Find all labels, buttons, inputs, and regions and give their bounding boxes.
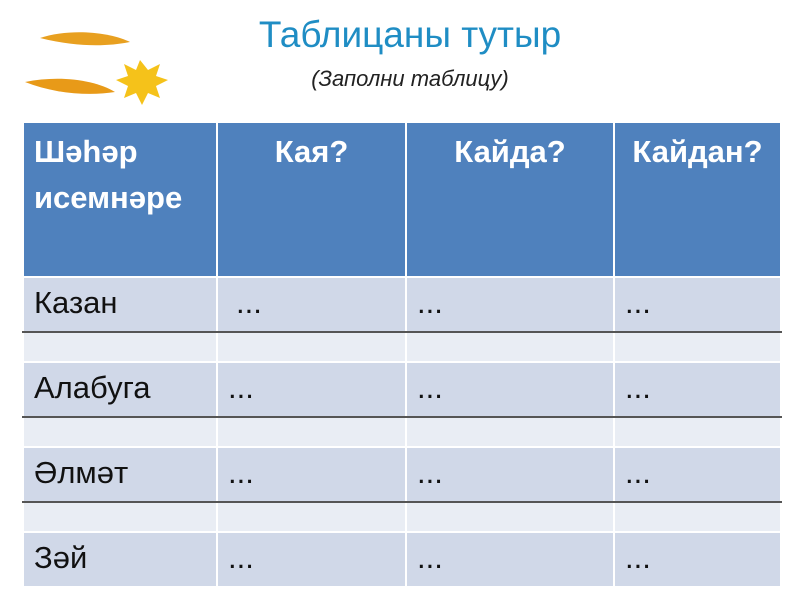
answer-cell: ...: [613, 361, 782, 418]
spacer-row: [22, 331, 782, 363]
slide-title: Таблицаны тутыр: [258, 14, 562, 55]
table-row: Зәй ... ... ...: [22, 531, 782, 586]
city-cell: Зәй: [22, 531, 218, 586]
header-where: Кайда?: [405, 121, 615, 278]
answer-cell: ...: [216, 361, 407, 418]
answer-cell: ...: [613, 531, 782, 586]
answer-cell: ...: [405, 446, 615, 503]
fill-in-table: Шәһәр исемнәре Кая? Кайда? Кайдан? Казан…: [22, 121, 782, 586]
answer-cell: ...: [405, 361, 615, 418]
header-row: Шәһәр исемнәре Кая? Кайда? Кайдан?: [22, 121, 782, 278]
city-cell: Казан: [22, 276, 218, 333]
slide-subtitle: (Заполни таблицу): [311, 66, 509, 91]
spacer-row: [22, 416, 782, 448]
answer-cell: ...: [216, 276, 407, 333]
answer-cell: ...: [405, 276, 615, 333]
table-row: Казан ... ... ...: [22, 276, 782, 333]
answer-cell: ...: [613, 276, 782, 333]
header-where-from: Кайдан?: [613, 121, 782, 278]
spacer-row: [22, 501, 782, 533]
answer-cell: ...: [216, 446, 407, 503]
autumn-leaves-icon: [25, 32, 168, 105]
header-where-to: Кая?: [216, 121, 407, 278]
table-row: Алабуга ... ... ...: [22, 361, 782, 418]
answer-cell: ...: [216, 531, 407, 586]
city-cell: Әлмәт: [22, 446, 218, 503]
answer-cell: ...: [405, 531, 615, 586]
answer-cell: ...: [613, 446, 782, 503]
city-cell: Алабуга: [22, 361, 218, 418]
header-city-names: Шәһәр исемнәре: [22, 121, 218, 278]
table-row: Әлмәт ... ... ...: [22, 446, 782, 503]
